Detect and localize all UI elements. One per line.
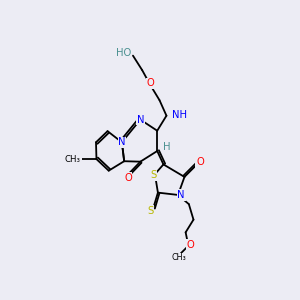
Text: O: O bbox=[124, 172, 132, 183]
Text: O: O bbox=[146, 78, 154, 88]
Text: N: N bbox=[178, 190, 185, 200]
Text: CH₃: CH₃ bbox=[171, 253, 186, 262]
Text: N: N bbox=[118, 137, 126, 147]
Text: O: O bbox=[186, 240, 194, 250]
Text: NH: NH bbox=[172, 110, 187, 119]
Text: H: H bbox=[163, 142, 170, 152]
Text: N: N bbox=[136, 115, 144, 124]
Text: HO: HO bbox=[116, 48, 131, 58]
Text: S: S bbox=[147, 206, 154, 216]
Text: S: S bbox=[150, 170, 156, 180]
Text: CH₃: CH₃ bbox=[65, 154, 81, 164]
Text: O: O bbox=[196, 158, 204, 167]
